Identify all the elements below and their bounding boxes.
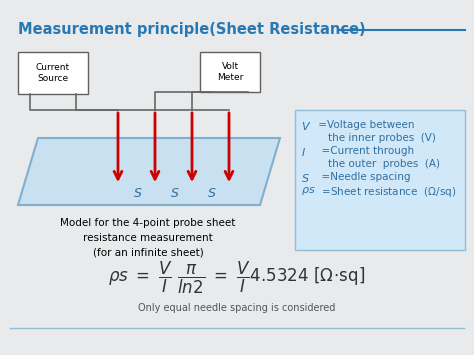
Text: $S$: $S$ (301, 172, 310, 184)
Text: Current
Source: Current Source (36, 63, 70, 83)
Text: Only equal needle spacing is considered: Only equal needle spacing is considered (138, 303, 336, 313)
Polygon shape (18, 138, 280, 205)
Text: $\rho s$: $\rho s$ (301, 185, 316, 197)
Text: =Sheet resistance  ($\Omega$/sq): =Sheet resistance ($\Omega$/sq) (315, 185, 456, 199)
Text: $S$: $S$ (207, 187, 217, 200)
Text: =Current through: =Current through (315, 146, 414, 156)
Text: =Voltage between: =Voltage between (315, 120, 414, 130)
Text: the inner probes  (V): the inner probes (V) (315, 133, 436, 143)
Text: $I$: $I$ (301, 146, 306, 158)
Text: the outer  probes  (A): the outer probes (A) (315, 159, 440, 169)
Text: Model for the 4-point probe sheet
resistance measurement
(for an infinite sheet): Model for the 4-point probe sheet resist… (60, 218, 236, 258)
Text: =Needle spacing: =Needle spacing (315, 172, 410, 182)
Text: $\rho s\ =\ \dfrac{V}{I}\ \dfrac{\pi}{ln2}\ =\ \dfrac{V}{I}4.5324\ [\Omega\!\cdo: $\rho s\ =\ \dfrac{V}{I}\ \dfrac{\pi}{ln… (109, 260, 365, 296)
FancyBboxPatch shape (18, 52, 88, 94)
FancyBboxPatch shape (200, 52, 260, 92)
Text: Volt
Meter: Volt Meter (217, 62, 243, 82)
Text: $S$: $S$ (170, 187, 180, 200)
Text: Measurement principle(Sheet Resistance): Measurement principle(Sheet Resistance) (18, 22, 365, 37)
Text: $S$: $S$ (133, 187, 143, 200)
FancyBboxPatch shape (295, 110, 465, 250)
Text: $V$: $V$ (301, 120, 311, 132)
